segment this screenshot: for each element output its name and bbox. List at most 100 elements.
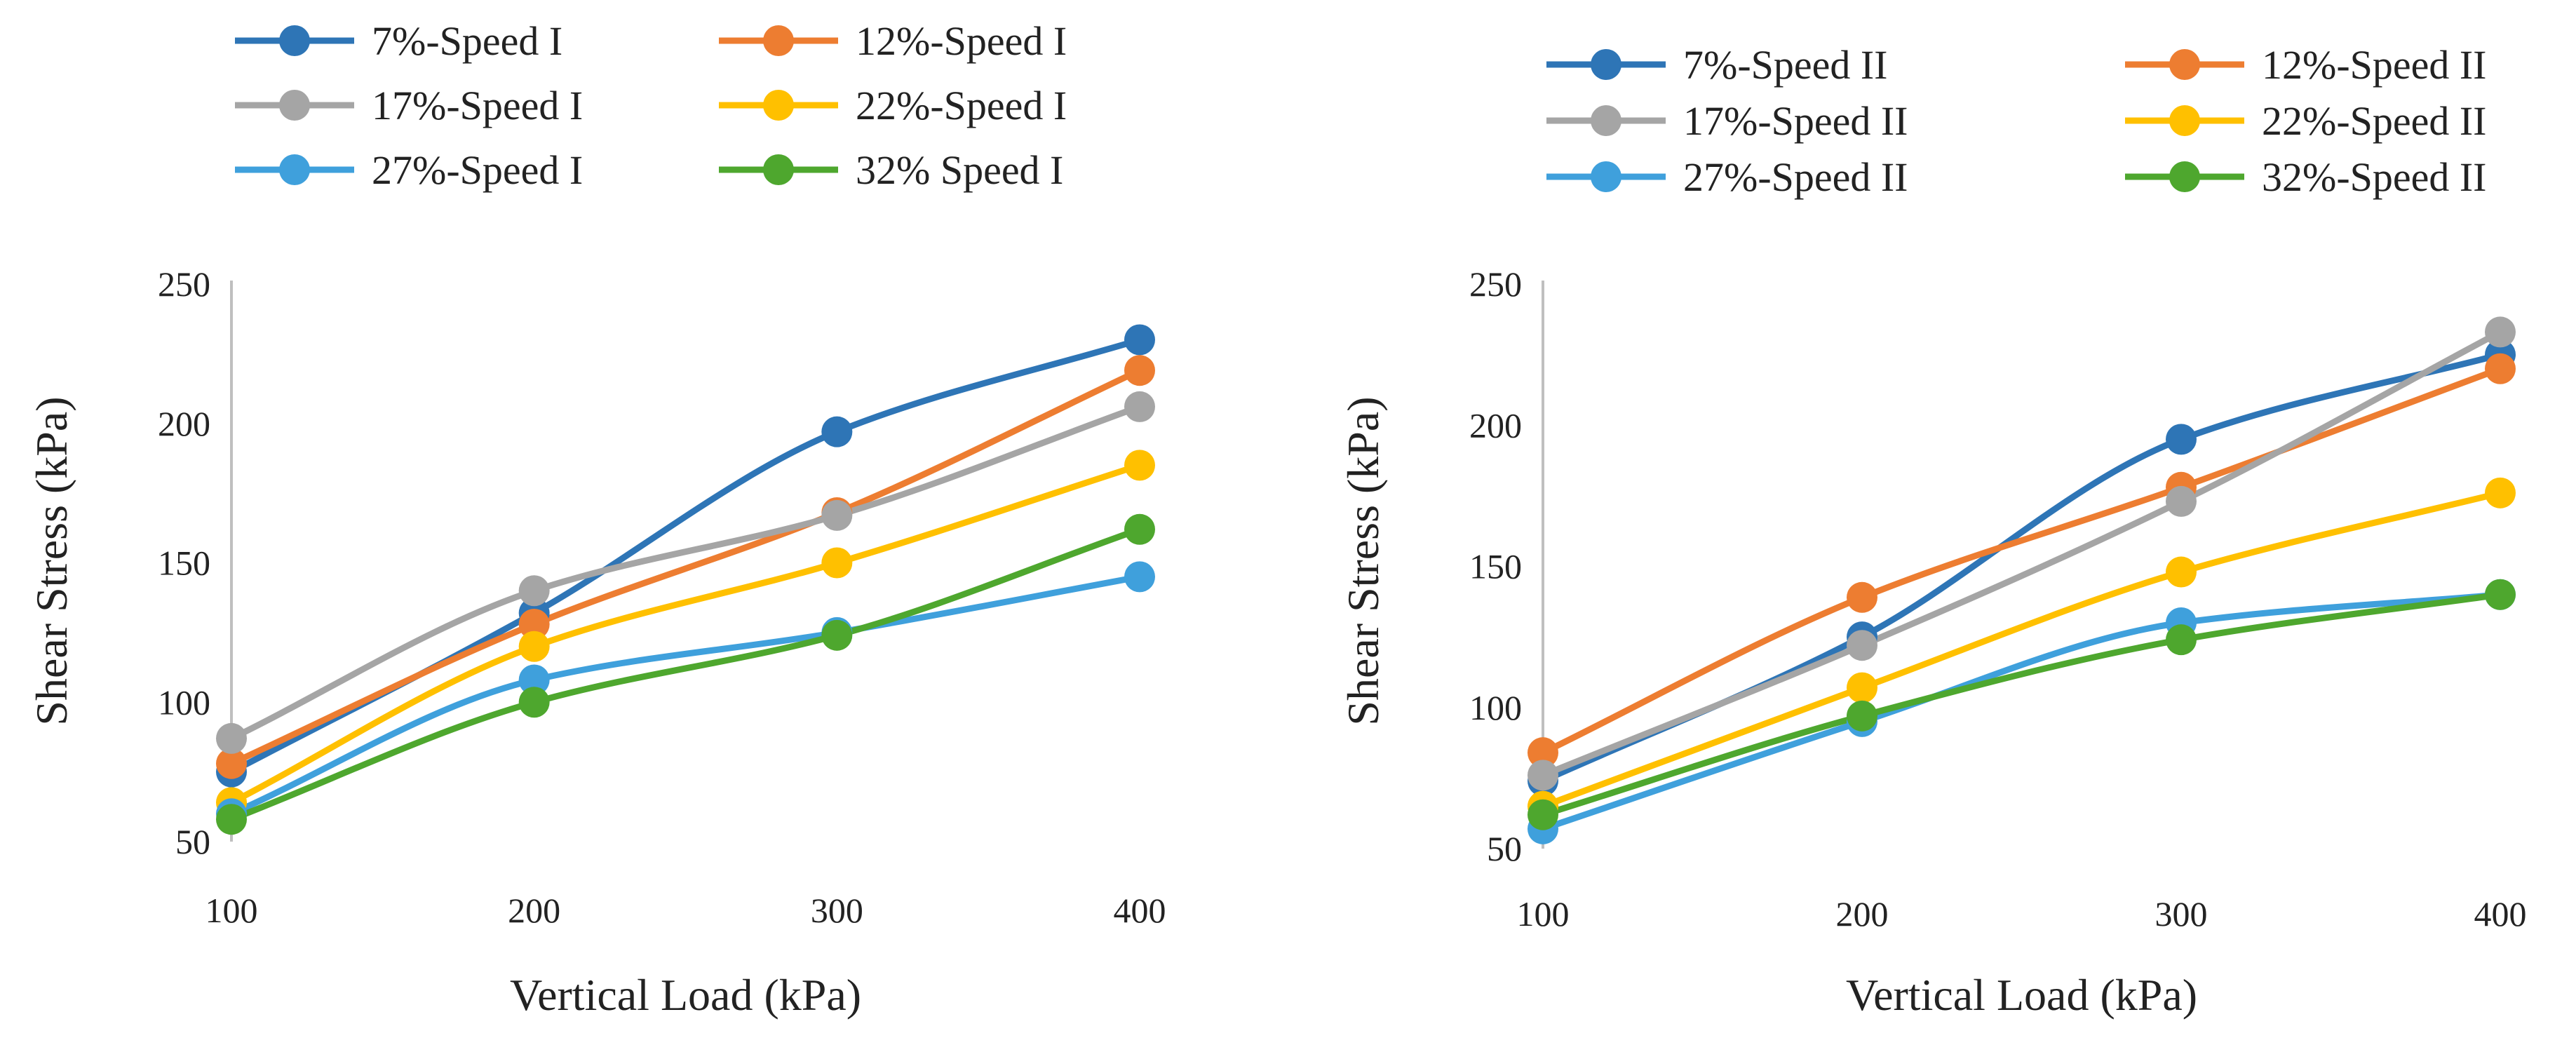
x-axis-title: Vertical Load (kPa) xyxy=(510,970,861,1020)
y-axis-title: Shear Stress (kPa) xyxy=(1338,396,1388,725)
legend-label: 32% Speed I xyxy=(856,147,1063,193)
x-tick-label: 100 xyxy=(205,891,258,930)
data-point xyxy=(1847,630,1877,661)
legend-label: 17%-Speed II xyxy=(1683,98,1908,144)
legend-label: 7%-Speed I xyxy=(372,18,562,64)
series-line xyxy=(228,403,1143,742)
legend-item: 27%-Speed II xyxy=(1546,154,1908,200)
series-line xyxy=(228,367,1143,767)
data-point xyxy=(2166,556,2197,588)
data-point xyxy=(1124,513,1155,545)
legend-swatch-marker xyxy=(1591,105,1621,136)
x-tick-label: 200 xyxy=(508,891,560,930)
legend-swatch-marker xyxy=(279,154,310,185)
data-point xyxy=(216,748,247,779)
data-point xyxy=(1847,700,1877,732)
chart-right: 7%-Speed II 12%-Speed II 17%-Speed II 22%-S… xyxy=(1338,42,2527,1020)
legend-item: 12%-Speed I xyxy=(719,18,1067,64)
data-point xyxy=(216,804,247,835)
legend-item: 32% Speed I xyxy=(719,147,1063,193)
data-point xyxy=(1847,581,1877,613)
legend-label: 12%-Speed I xyxy=(856,18,1067,64)
data-point xyxy=(1847,672,1877,703)
series-line xyxy=(1539,328,2504,779)
series-line xyxy=(228,573,1143,817)
data-point xyxy=(2166,624,2197,656)
x-tick-label: 400 xyxy=(2474,894,2527,933)
y-tick-label: 50 xyxy=(175,822,210,861)
data-point xyxy=(518,575,550,607)
legend-item: 32%-Speed II xyxy=(2125,154,2487,200)
legend-swatch-marker xyxy=(763,25,794,56)
data-point xyxy=(1124,450,1155,481)
legend-label: 17%-Speed I xyxy=(372,83,583,128)
data-point xyxy=(216,722,247,754)
legend-item: 22%-Speed II xyxy=(2125,98,2487,144)
data-point xyxy=(1124,355,1155,386)
data-point xyxy=(1124,391,1155,422)
y-tick-label: 100 xyxy=(1469,688,1522,727)
data-point xyxy=(1528,799,1558,830)
x-tick-label: 200 xyxy=(1836,894,1889,933)
data-point xyxy=(2166,424,2197,455)
legend-label: 32%-Speed II xyxy=(2262,154,2487,200)
data-point xyxy=(518,664,550,696)
legend-item: 12%-Speed II xyxy=(2125,42,2487,88)
y-tick-label: 200 xyxy=(158,404,210,443)
data-point xyxy=(518,608,550,640)
series-line xyxy=(228,337,1143,776)
y-tick-label: 100 xyxy=(158,682,210,722)
data-point xyxy=(1528,737,1558,769)
data-point xyxy=(1124,324,1155,356)
data-point xyxy=(1528,760,1558,791)
legend-swatch-marker xyxy=(2169,161,2200,192)
legend-left: 7%-Speed I 12%-Speed I 17%-Speed I 22%-Spee… xyxy=(235,18,1067,193)
data-point xyxy=(821,619,853,651)
legend-item: 17%-Speed II xyxy=(1546,98,1908,144)
series-line xyxy=(1539,591,2504,818)
data-point xyxy=(518,631,550,662)
legend-item: 17%-Speed I xyxy=(235,83,583,128)
data-point xyxy=(821,416,853,447)
series-line xyxy=(228,526,1143,823)
chart-left: 7%-Speed I 12%-Speed I 17%-Speed I 22%-Spee… xyxy=(27,18,1166,1020)
series-line xyxy=(1539,591,2504,833)
legend-swatch-marker xyxy=(1591,161,1621,192)
legend-swatch-marker xyxy=(763,90,794,121)
legend-swatch-marker xyxy=(2169,105,2200,136)
legend-label: 22%-Speed I xyxy=(856,83,1067,128)
data-point xyxy=(2485,316,2516,348)
legend-item: 7%-Speed I xyxy=(235,18,562,64)
y-axis-title: Shear Stress (kPa) xyxy=(27,396,76,725)
legend-swatch-marker xyxy=(279,25,310,56)
series-line xyxy=(1539,365,2504,756)
legend-swatch-marker xyxy=(2169,49,2200,80)
legend-right: 7%-Speed II 12%-Speed II 17%-Speed II 22%-S… xyxy=(1546,42,2487,200)
y-tick-label: 250 xyxy=(158,264,210,304)
x-tick-label: 300 xyxy=(2155,894,2208,933)
legend-label: 12%-Speed II xyxy=(2262,42,2487,88)
legend-item: 27%-Speed I xyxy=(235,147,583,193)
legend-item: 22%-Speed I xyxy=(719,83,1067,128)
y-tick-label: 200 xyxy=(1469,405,1522,445)
x-tick-label: 100 xyxy=(1517,894,1570,933)
x-axis-title: Vertical Load (kPa) xyxy=(1846,970,2197,1020)
y-tick-label: 150 xyxy=(1469,547,1522,586)
legend-item: 7%-Speed II xyxy=(1546,42,1888,88)
y-tick-label: 50 xyxy=(1487,829,1522,868)
legend-swatch-marker xyxy=(279,90,310,121)
y-tick-label: 250 xyxy=(1469,264,1522,304)
data-point xyxy=(2485,579,2516,610)
data-point xyxy=(518,687,550,718)
data-point xyxy=(821,499,853,531)
series-line xyxy=(1539,490,2504,810)
data-point xyxy=(2485,477,2516,508)
legend-label: 22%-Speed II xyxy=(2262,98,2487,144)
plot-left: 50 100 150 200 250 100 200 300 400 Vertical Load … xyxy=(27,264,1166,1020)
legend-label: 27%-Speed I xyxy=(372,147,583,193)
x-tick-label: 300 xyxy=(811,891,863,930)
data-point xyxy=(821,547,853,579)
legend-swatch-marker xyxy=(763,154,794,185)
legend-label: 27%-Speed II xyxy=(1683,154,1908,200)
